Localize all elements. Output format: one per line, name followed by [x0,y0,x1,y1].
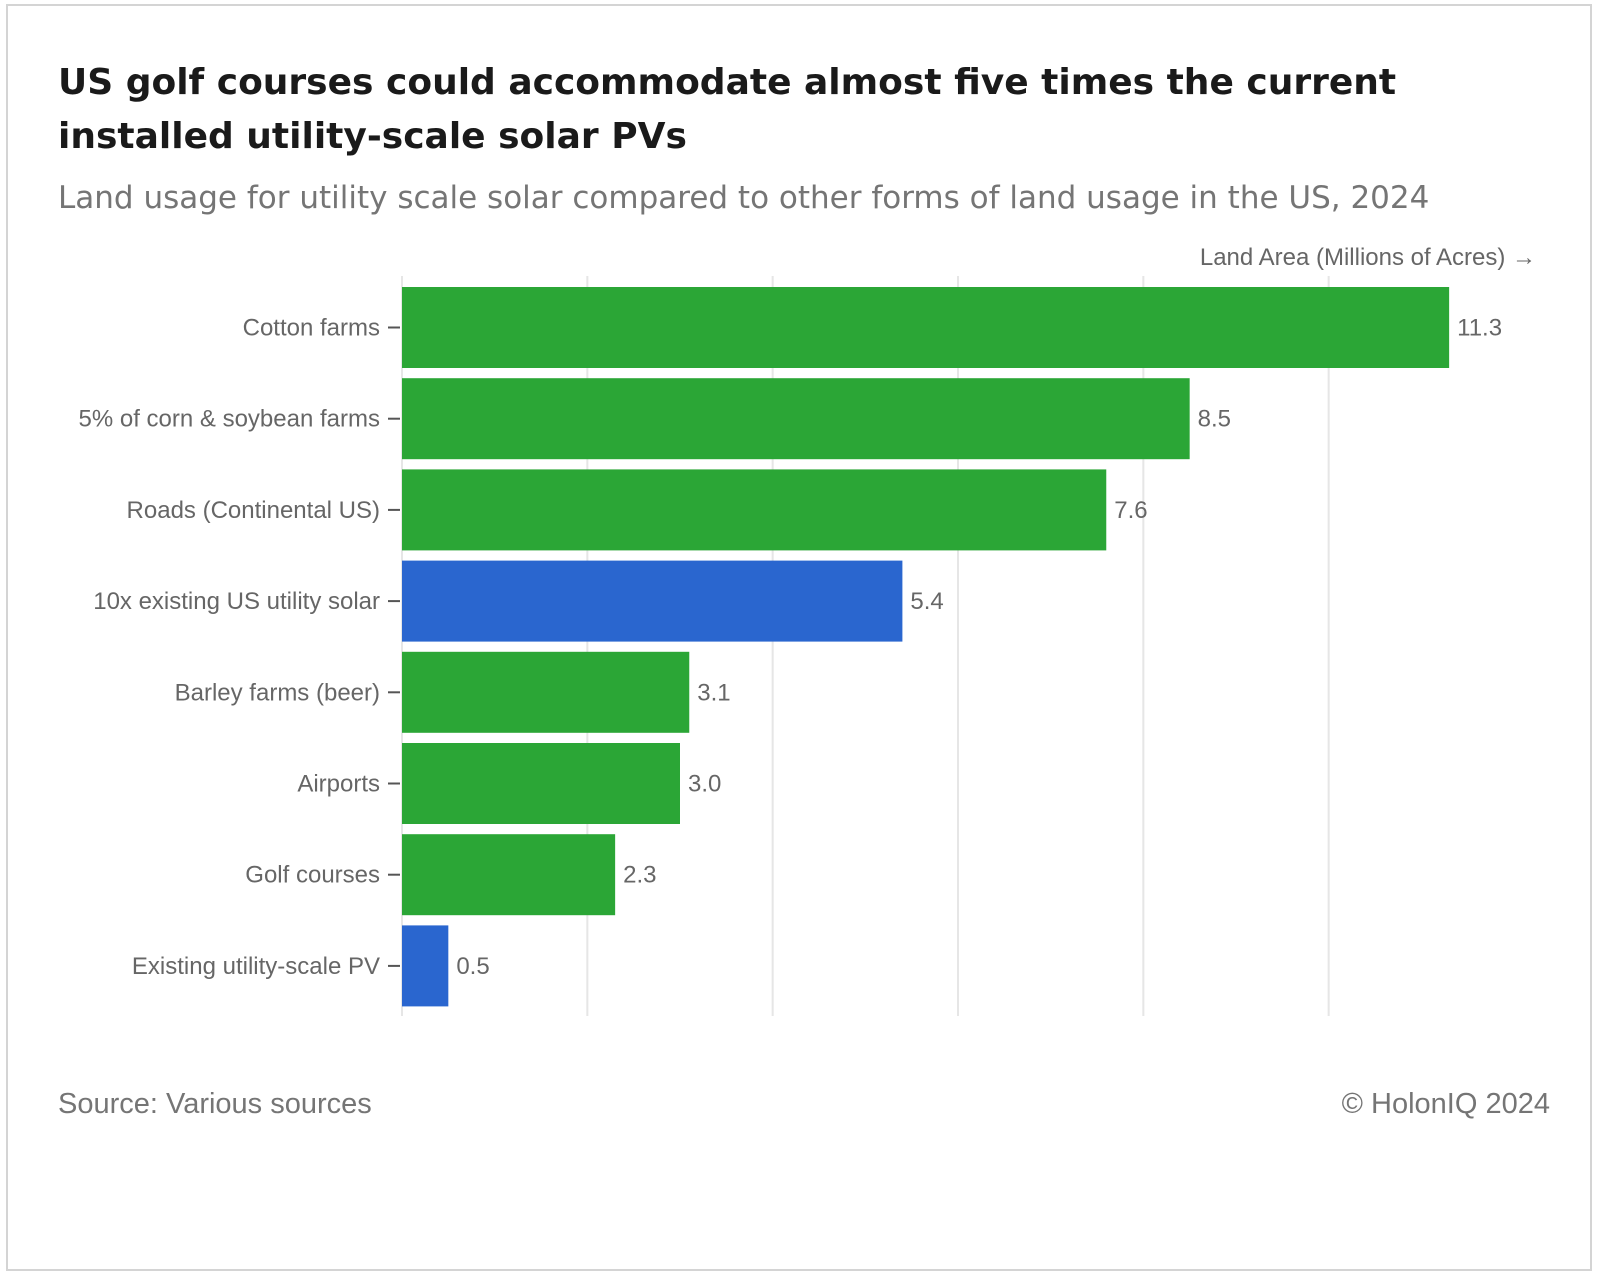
category-label: Airports [297,771,380,798]
category-label: 10x existing US utility solar [93,588,380,615]
chart-subtitle: Land usage for utility scale solar compa… [58,180,1430,216]
category-label: Barley farms (beer) [175,679,380,706]
category-label: Cotton farms [243,315,380,342]
data-label: 0.5 [456,953,489,980]
data-label: 2.3 [623,862,656,889]
data-label: 5.4 [910,588,943,615]
bar [402,469,1107,551]
data-label: 11.3 [1457,315,1502,342]
data-label: 3.0 [688,771,721,798]
bar-chart: Land Area (Millions of Acres) → Cotton fa… [79,244,1536,1016]
category-label: Golf courses [245,862,380,889]
bar [402,378,1190,460]
bar [402,834,616,916]
data-label: 3.1 [697,679,730,706]
x-axis-title: Land Area (Millions of Acres) → [1200,244,1536,271]
chart-title: US golf courses could accommodate almost… [58,62,1397,157]
bar [402,287,1450,368]
bar [402,560,903,642]
source-note: Source: Various sources [58,1088,372,1120]
category-label: Roads (Continental US) [127,497,380,524]
copyright-note: © HolonIQ 2024 [1341,1088,1550,1120]
data-label: 8.5 [1198,406,1231,433]
category-label: 5% of corn & soybean farms [79,406,380,433]
bar [402,743,680,824]
data-label: 7.6 [1114,497,1147,524]
category-label: Existing utility-scale PV [132,953,380,980]
bar [402,651,690,733]
bar [402,925,449,1007]
